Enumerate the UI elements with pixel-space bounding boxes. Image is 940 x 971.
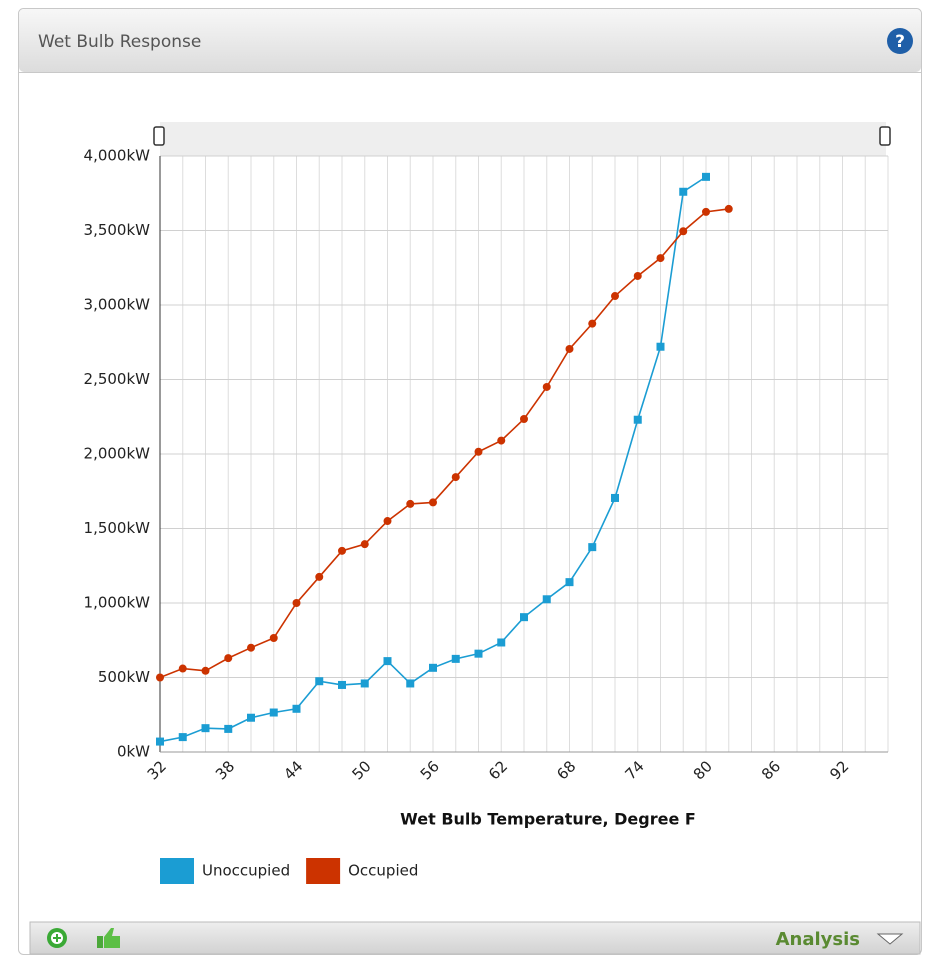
data-point [633,415,642,424]
y-tick-label: 1,000kW [84,594,151,612]
data-point [565,344,574,353]
y-tick-label: 2,500kW [84,370,151,388]
data-point [474,649,483,658]
data-point [633,271,642,280]
legend-swatch [306,858,341,884]
data-point [542,595,551,604]
data-point [224,654,233,663]
data-point [520,613,528,622]
data-point [451,654,460,663]
data-point [360,540,369,549]
data-point [656,342,665,351]
data-point [315,677,324,686]
data-point [611,292,619,301]
y-tick-label: 1,500kW [84,519,151,537]
data-point [724,204,733,213]
data-point [474,447,483,456]
y-tick-label: 500kW [98,668,150,686]
data-point [429,498,437,507]
data-point [656,254,665,263]
y-tick-label: 3,000kW [84,296,151,314]
data-point [383,657,392,666]
data-point [406,499,415,508]
data-point [156,673,164,682]
data-point [269,708,278,717]
data-point [542,382,551,391]
data-point [178,733,187,742]
legend-label: Unoccupied [202,862,290,880]
data-point [201,724,210,733]
data-point [451,473,460,482]
svg-text:?: ? [895,32,905,52]
data-point [520,414,528,423]
slider-handle[interactable] [879,126,891,146]
y-tick-label: 2,000kW [84,445,151,463]
x-axis-label: Wet Bulb Temperature, Degree F [400,810,696,829]
data-point [702,172,710,181]
data-point [565,578,574,587]
data-point [497,638,506,647]
data-point [383,517,392,526]
range-slider [160,122,886,156]
data-point [338,546,346,555]
data-point [679,227,688,236]
data-point [247,713,255,722]
y-tick-label: 3,500kW [84,221,151,239]
analysis-menu[interactable]: Analysis [776,929,860,950]
data-point [247,643,255,652]
series-line [159,208,729,679]
panel-title: Wet Bulb Response [38,32,201,52]
y-tick-label: 0kW [117,743,150,761]
data-point [201,666,210,675]
data-point [360,679,369,688]
data-point [679,187,688,196]
legend-swatch [160,858,194,884]
data-point [292,599,301,607]
slider-handle[interactable] [153,126,165,146]
like-button[interactable] [97,928,120,948]
help-button[interactable]: ? [887,28,913,54]
data-point [406,679,415,688]
data-point [156,737,164,746]
panel-footer [29,921,921,955]
panel-header [19,9,921,72]
data-point [588,543,597,552]
data-point [702,207,710,216]
data-point [429,663,437,672]
data-point [588,319,597,328]
data-point [338,680,346,689]
data-point [292,704,301,713]
data-point [224,724,233,733]
data-point [315,572,324,581]
legend-label: Occupied [348,862,418,880]
data-point [497,436,506,445]
data-point [269,634,278,643]
data-point [178,664,187,673]
y-tick-label: 4,000kW [84,147,151,165]
menu-arrow[interactable] [876,933,904,945]
data-point [611,493,619,502]
add-button[interactable] [47,928,67,948]
